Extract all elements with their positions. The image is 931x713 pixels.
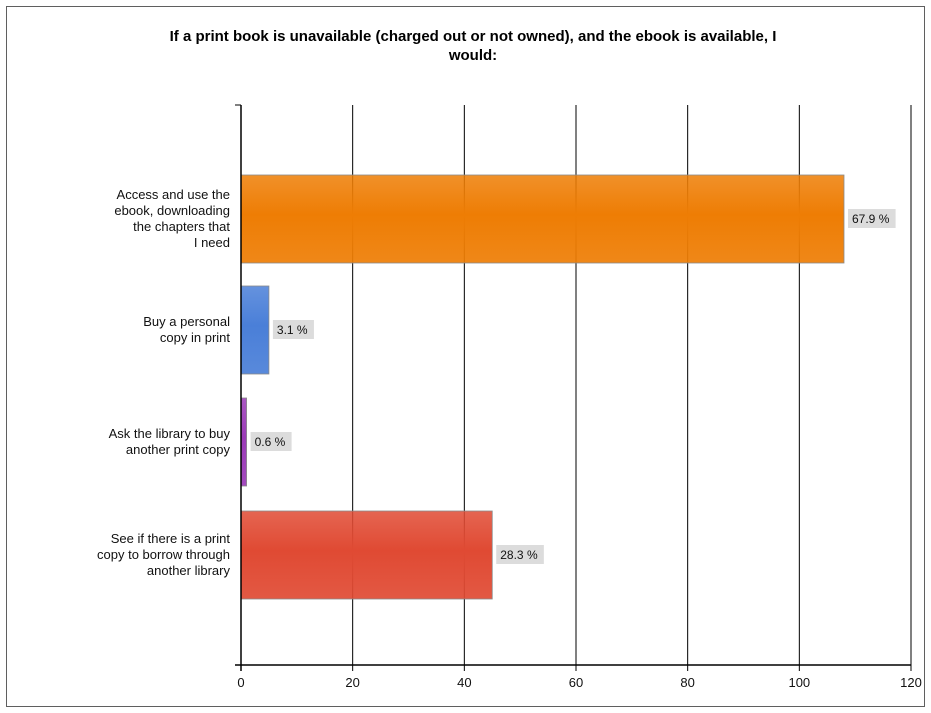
data-label-background — [272, 320, 314, 339]
category-label: Ask the library to buy another print copy — [109, 426, 231, 457]
chart-title: If a print book is unavailable (charged … — [170, 28, 777, 64]
x-tick-label: 100 — [788, 675, 810, 690]
data-label-background — [496, 545, 544, 564]
bars — [240, 174, 845, 600]
category-label: Access and use the ebook, downloading the … — [114, 187, 230, 250]
bar-0 — [240, 174, 845, 264]
x-tick-label: 120 — [900, 675, 922, 690]
x-tick-label: 20 — [345, 675, 359, 690]
data-label: 28.3 % — [500, 548, 538, 562]
x-tick-label: 40 — [457, 675, 471, 690]
bar-1 — [240, 285, 270, 375]
category-label: Buy a personal copy in print — [143, 314, 230, 345]
x-tick-label: 80 — [680, 675, 694, 690]
x-tick-labels: 0 20 40 60 80 100 120 — [237, 675, 921, 690]
bar-2 — [240, 397, 247, 487]
data-label: 3.1 % — [277, 323, 308, 337]
data-label: 67.9 % — [852, 212, 890, 226]
x-tick-label: 60 — [569, 675, 583, 690]
x-tick-label: 0 — [237, 675, 244, 690]
bar-3 — [240, 510, 493, 600]
data-label: 0.6 % — [255, 435, 286, 449]
category-label: See if there is a print copy to borrow th… — [97, 531, 230, 578]
category-labels: Access and use the ebook, downloading the … — [97, 187, 230, 578]
data-label-background — [848, 209, 896, 228]
axes — [235, 104, 912, 671]
data-labels: 67.9 % 3.1 % 0.6 % 28.3 % — [250, 209, 896, 564]
data-label-background — [250, 432, 292, 451]
